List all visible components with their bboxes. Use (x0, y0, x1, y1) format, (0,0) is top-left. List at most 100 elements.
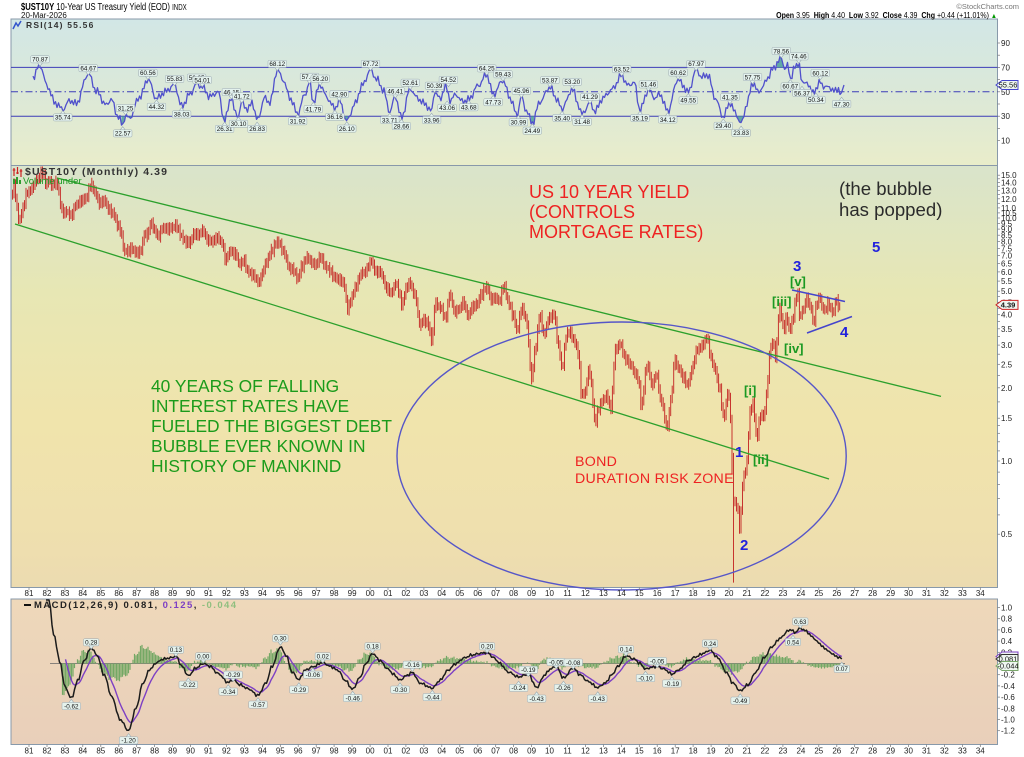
svg-text:-1.2: -1.2 (1001, 727, 1015, 736)
svg-text:31: 31 (922, 747, 931, 756)
svg-text:41.72: 41.72 (234, 93, 250, 100)
svg-text:29: 29 (886, 747, 895, 756)
svg-text:19: 19 (707, 589, 716, 598)
svg-text:47.30: 47.30 (834, 101, 850, 108)
svg-text:2.0: 2.0 (1001, 384, 1013, 393)
svg-text:49.55: 49.55 (680, 98, 696, 105)
svg-text:29: 29 (886, 589, 895, 598)
svg-text:94: 94 (258, 589, 267, 598)
svg-text:88: 88 (150, 589, 159, 598)
svg-text:68.12: 68.12 (269, 61, 285, 68)
svg-text:-0.22: -0.22 (181, 682, 196, 689)
svg-text:-0.05: -0.05 (650, 658, 665, 665)
svg-text:30: 30 (1001, 112, 1010, 121)
svg-text:87: 87 (132, 747, 141, 756)
svg-text:14.0: 14.0 (1001, 179, 1017, 188)
svg-text:26: 26 (832, 589, 841, 598)
svg-text:74.46: 74.46 (791, 54, 807, 61)
svg-text:60.12: 60.12 (812, 70, 828, 77)
svg-text:57.75: 57.75 (745, 74, 761, 81)
svg-text:-0.6: -0.6 (1001, 693, 1015, 702)
svg-text:0.8: 0.8 (1001, 615, 1013, 624)
svg-text:41.35: 41.35 (722, 94, 738, 101)
svg-text:33: 33 (958, 589, 967, 598)
svg-text:7.0: 7.0 (1001, 252, 1013, 261)
svg-text:05: 05 (455, 589, 464, 598)
svg-text:60.67: 60.67 (782, 84, 798, 91)
svg-text:22: 22 (760, 589, 769, 598)
svg-text:56.20: 56.20 (312, 76, 328, 83)
svg-text:8.5: 8.5 (1001, 231, 1013, 240)
svg-text:4.0: 4.0 (1001, 311, 1013, 320)
svg-text:55.56: 55.56 (999, 81, 1018, 90)
svg-text:64.25: 64.25 (479, 66, 495, 73)
svg-text:-0.49: -0.49 (733, 698, 748, 705)
svg-text:08: 08 (509, 747, 518, 756)
svg-text:7.5: 7.5 (1001, 244, 1013, 253)
svg-text:23: 23 (778, 747, 787, 756)
svg-text:1.5: 1.5 (1001, 414, 1013, 423)
svg-text:07: 07 (491, 589, 500, 598)
svg-text:41.79: 41.79 (305, 106, 321, 113)
svg-text:89: 89 (168, 747, 177, 756)
svg-text:60.56: 60.56 (140, 70, 156, 77)
svg-text:5.0: 5.0 (1001, 287, 1013, 296)
svg-text:18: 18 (689, 589, 698, 598)
svg-text:27: 27 (850, 747, 859, 756)
svg-text:24: 24 (796, 747, 805, 756)
svg-text:0.081: 0.081 (999, 655, 1018, 664)
svg-text:35.40: 35.40 (554, 115, 570, 122)
svg-text:81: 81 (25, 589, 34, 598)
svg-text:03: 03 (419, 747, 428, 756)
svg-text:52.61: 52.61 (402, 80, 418, 87)
svg-text:12: 12 (581, 589, 590, 598)
svg-text:82: 82 (43, 589, 52, 598)
svg-text:0.4: 0.4 (1001, 637, 1013, 646)
svg-text:10: 10 (545, 589, 554, 598)
svg-text:21: 21 (743, 747, 752, 756)
svg-text:23.83: 23.83 (733, 130, 749, 137)
svg-text:53.20: 53.20 (564, 79, 580, 86)
svg-text:02: 02 (401, 589, 410, 598)
svg-text:50.39: 50.39 (427, 83, 443, 90)
svg-text:11: 11 (563, 589, 572, 598)
svg-text:4.39: 4.39 (1001, 301, 1016, 310)
svg-text:-0.24: -0.24 (511, 685, 526, 692)
svg-text:84: 84 (78, 589, 87, 598)
svg-text:15: 15 (635, 589, 644, 598)
svg-text:51.46: 51.46 (641, 82, 657, 89)
svg-text:41.29: 41.29 (582, 94, 598, 101)
svg-text:84: 84 (78, 747, 87, 756)
svg-text:85: 85 (96, 589, 105, 598)
svg-text:31: 31 (922, 589, 931, 598)
svg-text:26.83: 26.83 (249, 126, 265, 133)
svg-text:95: 95 (276, 747, 285, 756)
svg-text:53.87: 53.87 (542, 77, 558, 84)
svg-text:31.92: 31.92 (290, 119, 306, 126)
svg-text:57.45: 57.45 (302, 74, 318, 81)
svg-text:18: 18 (689, 747, 698, 756)
svg-text:31.25: 31.25 (118, 105, 134, 112)
svg-text:33.96: 33.96 (424, 117, 440, 124)
svg-text:54.01: 54.01 (194, 77, 210, 84)
svg-text:70: 70 (1001, 63, 1010, 72)
svg-text:9.5: 9.5 (1001, 219, 1013, 228)
svg-text:13.0: 13.0 (1001, 186, 1017, 195)
svg-text:27: 27 (850, 589, 859, 598)
svg-text:46.41: 46.41 (387, 89, 403, 96)
svg-text:43.06: 43.06 (439, 105, 455, 112)
svg-text:0.20: 0.20 (481, 644, 494, 651)
svg-text:30.99: 30.99 (511, 120, 527, 127)
svg-text:22: 22 (760, 747, 769, 756)
svg-text:3.0: 3.0 (1001, 341, 1013, 350)
svg-text:09: 09 (527, 747, 536, 756)
svg-text:13: 13 (599, 747, 608, 756)
svg-text:30: 30 (904, 747, 913, 756)
svg-text:-0.29: -0.29 (292, 687, 307, 694)
svg-text:28.66: 28.66 (394, 123, 410, 130)
svg-text:-0.4: -0.4 (1001, 682, 1015, 691)
svg-text:94: 94 (258, 747, 267, 756)
svg-text:07: 07 (491, 747, 500, 756)
svg-text:-1.20: -1.20 (121, 738, 136, 745)
svg-text:20: 20 (725, 589, 734, 598)
